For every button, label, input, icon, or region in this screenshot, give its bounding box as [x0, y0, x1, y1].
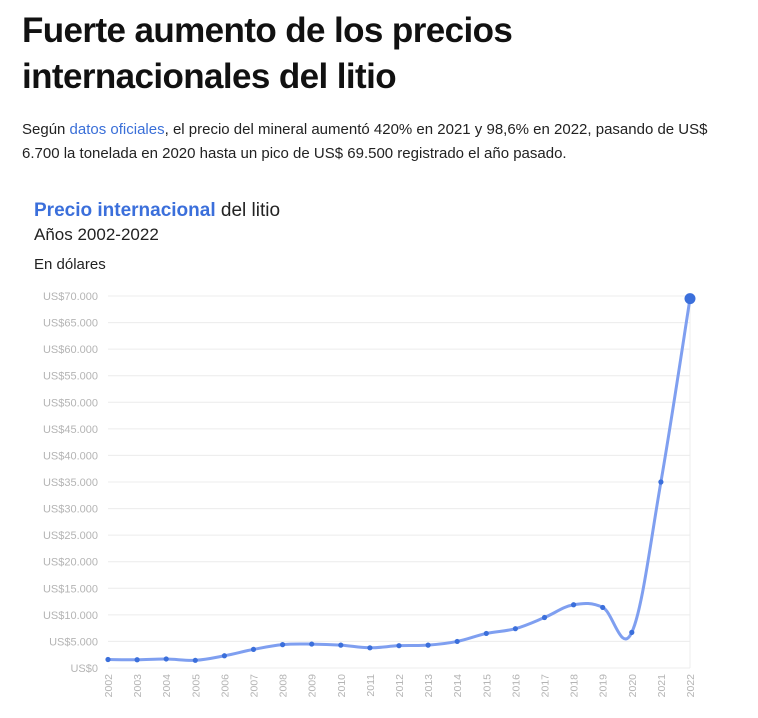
data-point[interactable] — [483, 630, 489, 637]
data-point[interactable] — [512, 626, 519, 632]
chart-title-accent: Precio internacional — [34, 200, 216, 221]
data-point[interactable] — [658, 479, 664, 485]
y-tick-label: US$60.000 — [43, 344, 98, 356]
y-tick-label: US$5.000 — [49, 636, 98, 648]
headline: Fuerte aumento de los precios internacio… — [22, 11, 513, 96]
datos-oficiales-link[interactable]: datos oficiales — [69, 121, 165, 138]
lead-paragraph: Según datos oficiales, el precio del min… — [22, 118, 722, 166]
x-tick-label: 2009 — [307, 674, 319, 698]
x-tick-label: 2005 — [190, 674, 202, 698]
y-axis: US$0 US$5.000 US$10.000 US$15.000 US$20.000 U… — [43, 291, 98, 675]
x-tick-label: 2014 — [452, 674, 464, 698]
data-point[interactable] — [425, 642, 431, 648]
data-point[interactable] — [221, 653, 227, 659]
x-tick-label: 2006 — [219, 674, 231, 698]
x-tick-label: 2007 — [249, 674, 261, 698]
chart-subtitle: Años 2002-2022 — [34, 225, 159, 244]
x-tick-label: 2002 — [103, 674, 115, 698]
x-tick-label: 2015 — [481, 674, 493, 698]
data-point[interactable] — [163, 656, 169, 662]
x-tick-label: 2008 — [278, 674, 290, 698]
y-tick-label: US$70.000 — [43, 291, 98, 303]
chart-title-rest: del litio — [215, 200, 281, 221]
data-point[interactable] — [600, 604, 606, 611]
data-point[interactable] — [280, 642, 286, 648]
data-point[interactable] — [192, 657, 198, 663]
data-point[interactable] — [338, 642, 344, 648]
gridlines — [108, 295, 691, 669]
data-point[interactable] — [396, 643, 402, 649]
y-tick-label: US$25.000 — [43, 530, 98, 542]
data-point[interactable] — [105, 656, 111, 663]
y-tick-label: US$35.000 — [43, 477, 98, 489]
line-chart: US$0 US$5.000 US$10.000 US$15.000 US$20.000 U… — [43, 291, 697, 698]
y-tick-label: US$65.000 — [43, 318, 98, 330]
data-point[interactable] — [541, 614, 548, 621]
x-tick-label: 2013 — [423, 674, 435, 698]
x-tick-label: 2010 — [336, 674, 348, 698]
data-point[interactable] — [629, 629, 635, 635]
x-tick-label: 2017 — [540, 674, 552, 698]
x-tick-label: 2016 — [510, 674, 522, 698]
x-tick-label: 2020 — [627, 674, 639, 698]
data-point[interactable] — [454, 638, 460, 645]
data-point[interactable] — [571, 602, 577, 608]
x-tick-label: 2022 — [685, 674, 697, 698]
y-tick-label: US$50.000 — [43, 397, 98, 409]
x-axis: 2002 2003 2004 2005 2006 2007 2008 2009 2010 2011… — [103, 674, 697, 698]
x-tick-label: 2004 — [161, 674, 173, 698]
chart-title: Precio internacional del litio — [34, 199, 280, 223]
y-tick-label: US$10.000 — [43, 610, 98, 622]
lead-text-before: Según — [22, 121, 70, 138]
y-tick-label: US$0 — [70, 663, 98, 675]
data-point[interactable] — [134, 657, 140, 663]
y-tick-label: US$55.000 — [43, 371, 98, 383]
y-tick-label: US$15.000 — [43, 583, 98, 595]
y-tick-label: US$45.000 — [43, 424, 98, 436]
lead-text-after: , el precio del mineral aumentó 420% en … — [22, 121, 708, 162]
data-point[interactable] — [367, 645, 373, 651]
x-tick-label: 2011 — [365, 674, 377, 697]
x-tick-label: 2021 — [656, 674, 668, 698]
data-point[interactable] — [309, 641, 315, 647]
data-point-peak[interactable] — [684, 293, 696, 305]
x-tick-label: 2018 — [569, 674, 581, 698]
x-tick-label: 2019 — [598, 674, 610, 698]
series-line — [106, 297, 692, 662]
data-point[interactable] — [250, 646, 257, 652]
x-tick-label: 2012 — [394, 674, 406, 698]
y-axis-unit-label: En dólares — [34, 256, 106, 273]
series-layer — [105, 293, 696, 663]
x-tick-label: 2003 — [132, 674, 144, 698]
y-tick-label: US$40.000 — [43, 450, 98, 462]
y-tick-label: US$20.000 — [43, 557, 98, 569]
y-tick-label: US$30.000 — [43, 504, 98, 516]
